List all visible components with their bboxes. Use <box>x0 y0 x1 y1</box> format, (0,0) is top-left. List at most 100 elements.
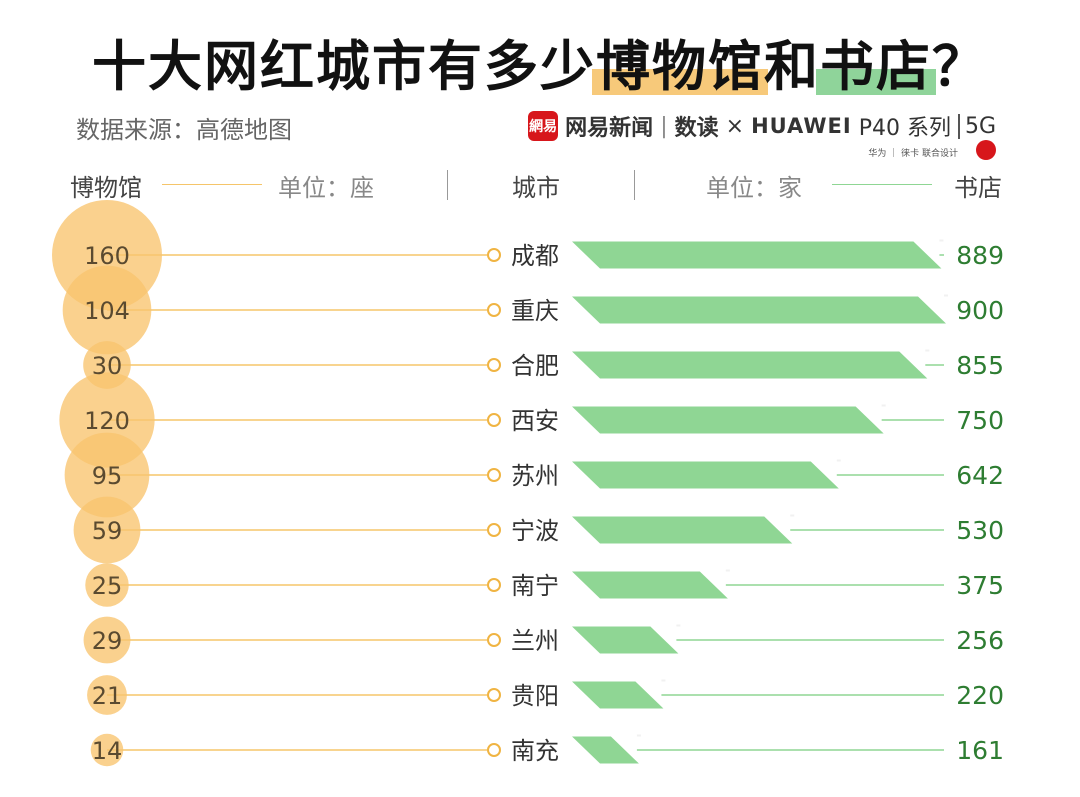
title-text-2: 博物馆 <box>596 35 764 98</box>
huawei-logo: HUAWEI <box>751 114 852 138</box>
bookstore-bar <box>572 681 664 709</box>
city-label: 宁波 <box>511 517 559 545</box>
p40-series: P40 系列 <box>858 116 951 141</box>
bookstore-bar <box>572 626 679 654</box>
cross-icon: × <box>725 113 745 139</box>
bookstore-value-label: 220 <box>956 681 1004 710</box>
bookstore-value-label: 900 <box>956 296 1004 325</box>
header-museum-line <box>162 184 262 185</box>
city-label: 成都 <box>511 242 559 270</box>
bookstore-value-label: 161 <box>956 736 1004 765</box>
museum-value-label: 14 <box>92 737 123 765</box>
bookstore-bar <box>572 351 928 379</box>
bookstore-value-label: 530 <box>956 516 1004 545</box>
city-marker-icon <box>487 633 501 647</box>
header-city: 城市 <box>512 174 560 202</box>
bookstore-bar-cap <box>836 459 841 462</box>
city-label: 南充 <box>511 737 559 765</box>
header-divider-left <box>447 170 448 200</box>
brand-row: 網易 网易新闻 | 数读 × HUAWEI P40 系列 5G <box>528 110 996 142</box>
netease-name: 网易新闻 <box>565 116 654 141</box>
bookstore-bar-cap <box>636 734 641 737</box>
city-label: 贵阳 <box>511 682 559 710</box>
city-marker-icon <box>487 248 501 262</box>
bookstore-bar <box>572 296 946 324</box>
museum-value-label: 104 <box>84 297 130 325</box>
source-label: 数据来源： <box>76 116 196 144</box>
city-label: 西安 <box>511 407 559 435</box>
city-label: 兰州 <box>511 627 559 655</box>
museum-circle <box>64 432 150 518</box>
brand-subline-text: 华为 ｜ 徕卡 联合设计 <box>868 149 958 159</box>
source-value: 高德地图 <box>196 116 292 144</box>
bookstore-bar-cap <box>725 569 730 572</box>
brand-divider: | <box>660 113 668 139</box>
museum-value-label: 160 <box>84 242 130 270</box>
bookstore-value-label: 855 <box>956 351 1004 380</box>
bookstore-bar <box>572 406 884 434</box>
city-marker-icon <box>487 303 501 317</box>
city-marker-icon <box>487 413 501 427</box>
bookstore-bar-cap <box>925 349 930 352</box>
museum-value-label: 120 <box>84 407 130 435</box>
title-text-1: 十大网红城市有多少 <box>92 35 596 98</box>
museum-value-label: 95 <box>92 462 123 490</box>
bookstore-value-label: 750 <box>956 406 1004 435</box>
bookstore-bar <box>572 241 942 269</box>
leica-logo-icon <box>976 140 996 160</box>
museum-circle <box>62 265 152 355</box>
city-label: 合肥 <box>511 352 559 380</box>
bookstore-value-label: 889 <box>956 241 1004 270</box>
museum-value-label: 21 <box>92 682 123 710</box>
brand-subline: 华为 ｜ 徕卡 联合设计 <box>528 140 996 160</box>
title-text-5: ？ <box>932 35 988 98</box>
city-marker-icon <box>487 358 501 372</box>
header-museum-unit: 单位：座 <box>278 174 374 202</box>
bookstore-bar <box>572 736 639 764</box>
title-text-4: 书店 <box>820 35 932 98</box>
header-store-unit: 单位：家 <box>706 174 802 202</box>
bookstore-bar-cap <box>790 514 795 517</box>
bookstore-bar-cap <box>944 294 948 297</box>
bookstore-bar-cap <box>676 624 681 627</box>
city-marker-icon <box>487 468 501 482</box>
museum-circle <box>87 675 127 715</box>
header-divider-right <box>634 170 635 200</box>
bookstore-bar-cap <box>661 679 666 682</box>
city-label: 南宁 <box>511 572 559 600</box>
museum-circle <box>85 563 129 607</box>
museum-value-label: 29 <box>92 627 123 655</box>
museum-value-label: 30 <box>92 352 123 380</box>
bookstore-value-label: 256 <box>956 626 1004 655</box>
museum-circle <box>73 496 141 564</box>
header-store-line <box>832 184 932 185</box>
bookstore-value-label: 642 <box>956 461 1004 490</box>
data-source: 数据来源：高德地图 <box>76 110 292 145</box>
netease-logo: 網易 <box>528 111 559 141</box>
city-label: 苏州 <box>511 462 559 490</box>
museum-circle <box>83 616 131 664</box>
city-marker-icon <box>487 743 501 757</box>
bookstore-bar <box>572 516 793 544</box>
museum-value-label: 59 <box>92 517 123 545</box>
title-text-3: 和 <box>764 35 820 98</box>
bookstore-bar <box>572 461 839 489</box>
bookstore-value-label: 375 <box>956 571 1004 600</box>
city-marker-icon <box>487 523 501 537</box>
shudu-name: 数读 <box>674 116 719 141</box>
page-title: 十大网红城市有多少博物馆和书店？ <box>0 22 1080 101</box>
bookstore-bar <box>572 571 728 599</box>
title-highlight-bookstore: 书店 <box>816 22 936 101</box>
city-marker-icon <box>487 578 501 592</box>
bookstore-bar-cap <box>939 239 944 242</box>
header-store: 书店 <box>954 174 1002 202</box>
header-museum: 博物馆 <box>70 174 142 202</box>
fiveg-badge: 5G <box>957 113 996 139</box>
brand-block: 網易 网易新闻 | 数读 × HUAWEI P40 系列 5G 华为 ｜ 徕卡 … <box>528 110 996 160</box>
title-highlight-museum: 博物馆 <box>592 22 768 101</box>
city-marker-icon <box>487 688 501 702</box>
museum-circle <box>90 733 124 767</box>
bookstore-bar-cap <box>881 404 886 407</box>
museum-value-label: 25 <box>92 572 123 600</box>
